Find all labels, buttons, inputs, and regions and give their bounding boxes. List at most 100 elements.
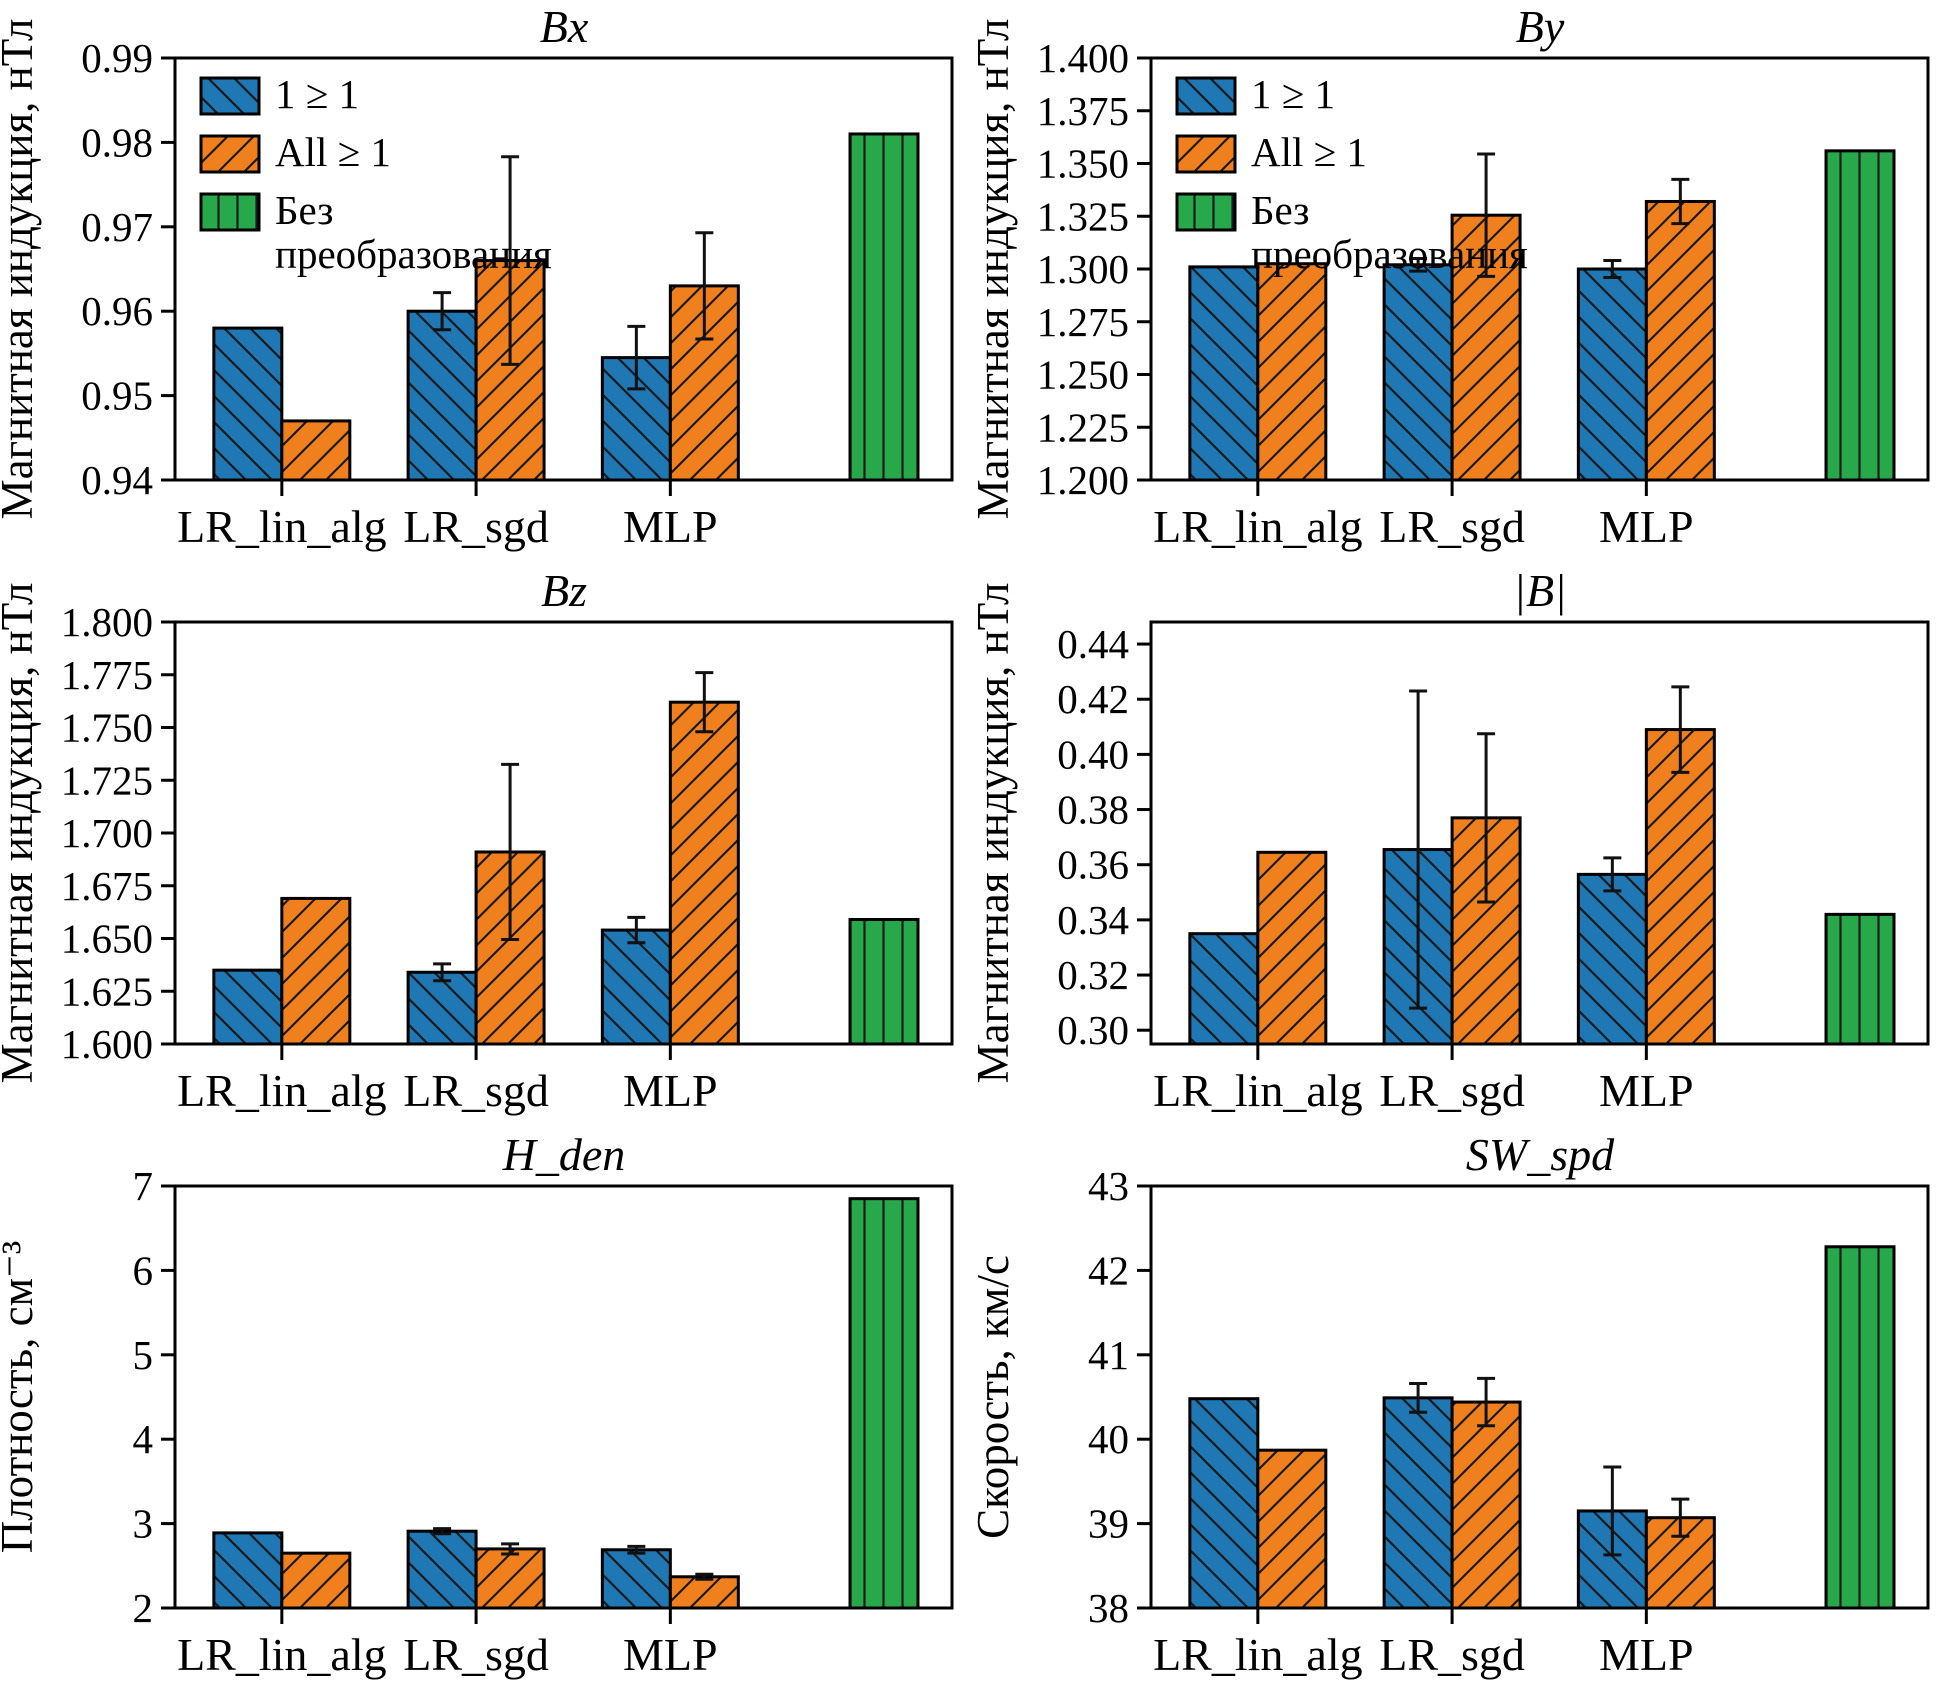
x-tick-label: MLP — [623, 501, 718, 552]
bar-green-baseline-hatch — [850, 1198, 919, 1608]
bar-orange-MLP-hatch — [670, 702, 739, 1044]
x-tick-label: LR_lin_alg — [1153, 501, 1363, 552]
bar-green-baseline-hatch — [1826, 914, 1895, 1044]
y-tick-label: 2 — [133, 1585, 154, 1631]
y-tick-label: 7 — [133, 1163, 154, 1209]
y-tick-label: 1.650 — [61, 916, 153, 962]
bar-orange-LR_sgd-hatch — [1452, 1402, 1521, 1608]
legend-swatch-orange-edge — [1175, 134, 1237, 174]
legend-label: 1 ≥ 1 — [1251, 71, 1335, 117]
x-tick-label: LR_sgd — [403, 501, 549, 552]
y-tick-label: 38 — [1088, 1585, 1129, 1631]
legend-label: Без — [275, 187, 333, 233]
y-tick-label: 1.350 — [1037, 141, 1129, 187]
y-tick-label: 0.97 — [81, 204, 153, 250]
legend-label: Без — [1251, 187, 1309, 233]
y-tick-label: 1.200 — [1037, 457, 1129, 503]
legend-label: преобразования — [1251, 231, 1528, 277]
bar-blue-MLP-hatch — [602, 1549, 671, 1608]
y-tick-label: 1.725 — [61, 757, 153, 803]
chart-panel-by: By Магнитная индукция, нТл 1.200 1.225 1.2… — [976, 0, 1952, 564]
bz-bar-chart: Bz Магнитная индукция, нТл 1.600 1.625 1.6… — [0, 565, 954, 1116]
y-tick-label: 1.275 — [1037, 299, 1129, 345]
chart-panel-bx: Bx Магнитная индукция, нТл 0.94 0.95 0.96 0… — [0, 0, 976, 564]
y-tick-label: 43 — [1088, 1163, 1129, 1209]
y-tick-label: 0.96 — [81, 288, 153, 334]
y-axis-label: Магнитная индукция, нТл — [0, 583, 42, 1084]
axes-box — [1149, 56, 1930, 482]
bar-green-baseline-hatch — [850, 919, 919, 1044]
legend-swatch-green-edge — [199, 192, 261, 232]
chart-title: Bx — [540, 1, 589, 52]
legend-label: преобразования — [275, 231, 552, 277]
bar-blue-LR_lin_alg-hatch — [213, 328, 282, 480]
legend-label: 1 ≥ 1 — [275, 71, 359, 117]
bar-blue-LR_sgd-hatch — [408, 311, 477, 480]
chart-panel-hden: H_den Плотность, см⁻³ 2 3 4 5 6 7 LR_lin_alg LR… — [0, 1128, 976, 1692]
y-tick-label: 1.300 — [1037, 246, 1129, 292]
bar-blue-LR_lin_alg-hatch — [213, 970, 282, 1044]
chart-title: Bz — [541, 565, 587, 616]
x-tick-label: MLP — [1599, 1065, 1694, 1116]
legend-swatch-blue-hatch — [1177, 78, 1235, 114]
x-tick-label: MLP — [623, 1065, 718, 1116]
bar-orange-MLP-hatch — [670, 1576, 739, 1608]
legend-swatch-green-hatch — [1177, 194, 1235, 230]
axes-box — [173, 56, 954, 482]
axes-box — [1149, 1184, 1930, 1610]
y-tick-label: 0.34 — [1057, 897, 1129, 943]
y-axis-label: Магнитная индукция, нТл — [976, 19, 1018, 520]
chart-panel-babs: |B| Магнитная индукция, нТл 0.30 0.32 0.34… — [976, 564, 1952, 1128]
x-tick-label: LR_lin_alg — [177, 1629, 387, 1680]
y-tick-label: 1.250 — [1037, 352, 1129, 398]
y-tick-label: 0.44 — [1057, 621, 1129, 667]
bar-orange-LR_sgd-hatch — [476, 1548, 545, 1608]
y-tick-label: 3 — [133, 1501, 154, 1547]
x-tick-label: LR_sgd — [1379, 1629, 1525, 1680]
y-tick-label: 1.700 — [61, 810, 153, 856]
y-tick-label: 1.600 — [61, 1021, 153, 1067]
chart-panel-bz: Bz Магнитная индукция, нТл 1.600 1.625 1.6… — [0, 564, 976, 1128]
sw-spd-bar-chart: SW_spd Скорость, км/с 38 39 40 41 42 43 LR_lin… — [976, 1129, 1930, 1680]
y-tick-label: 0.38 — [1057, 787, 1129, 833]
y-tick-label: 40 — [1088, 1416, 1129, 1462]
legend-label: All ≥ 1 — [275, 129, 391, 175]
legend-swatch-orange-edge — [199, 134, 261, 174]
y-tick-label: 1.225 — [1037, 404, 1129, 450]
bar-orange-LR_lin_alg-hatch — [1257, 263, 1326, 480]
by-bar-chart: By Магнитная индукция, нТл 1.200 1.225 1.2… — [976, 1, 1930, 552]
chart-panel-swspd: SW_spd Скорость, км/с 38 39 40 41 42 43 LR_lin… — [976, 1128, 1952, 1692]
bar-blue-LR_lin_alg-hatch — [213, 1532, 282, 1608]
y-tick-label: 1.375 — [1037, 88, 1129, 134]
y-tick-label: 0.42 — [1057, 676, 1129, 722]
legend-swatch-orange-hatch — [201, 136, 259, 172]
y-tick-label: 0.30 — [1057, 1007, 1129, 1053]
x-tick-label: LR_sgd — [403, 1629, 549, 1680]
bx-bar-chart: Bx Магнитная индукция, нТл 0.94 0.95 0.96 0… — [0, 1, 954, 552]
x-tick-label: MLP — [1599, 1629, 1694, 1680]
x-tick-label: LR_sgd — [1379, 1065, 1525, 1116]
y-tick-label: 0.94 — [81, 457, 153, 503]
bar-blue-MLP-hatch — [602, 930, 671, 1044]
y-tick-label: 0.99 — [81, 35, 153, 81]
y-tick-label: 0.32 — [1057, 952, 1129, 998]
x-tick-label: LR_lin_alg — [1153, 1065, 1363, 1116]
y-axis-label: Скорость, км/с — [976, 1255, 1018, 1539]
x-tick-label: LR_lin_alg — [177, 1065, 387, 1116]
y-axis-label: Плотность, см⁻³ — [0, 1241, 42, 1554]
chart-title: SW_spd — [1466, 1129, 1615, 1180]
b-abs-bar-chart: |B| Магнитная индукция, нТл 0.30 0.32 0.34… — [976, 565, 1930, 1116]
y-tick-label: 6 — [133, 1247, 154, 1293]
y-axis-label: Магнитная индукция, нТл — [0, 19, 42, 520]
bar-green-baseline-hatch — [850, 133, 919, 480]
bar-blue-LR_sgd-hatch — [1384, 1397, 1453, 1608]
y-tick-label: 1.675 — [61, 863, 153, 909]
y-tick-label: 1.775 — [61, 652, 153, 698]
bar-blue-MLP-hatch — [1578, 874, 1647, 1044]
legend-swatch-blue-edge — [1175, 76, 1237, 116]
x-tick-label: LR_lin_alg — [177, 501, 387, 552]
y-tick-label: 0.98 — [81, 119, 153, 165]
bar-blue-LR_sgd-hatch — [408, 972, 477, 1044]
y-tick-label: 42 — [1088, 1247, 1129, 1293]
